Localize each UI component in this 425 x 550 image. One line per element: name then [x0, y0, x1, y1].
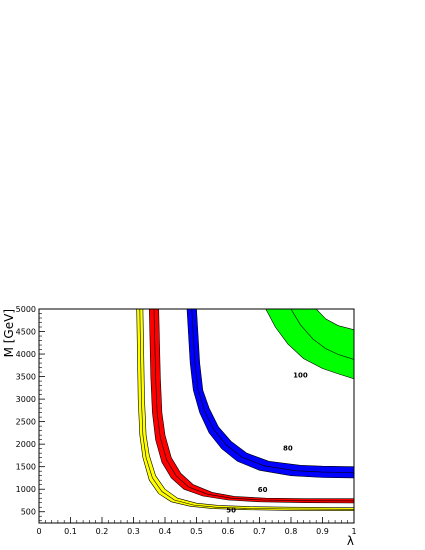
- y-tick-label: 3000: [16, 395, 36, 404]
- y-tick-label: 5000: [16, 305, 36, 314]
- x-tick-label: 0: [36, 527, 41, 536]
- x-tick-label: 0.7: [253, 527, 266, 536]
- axes: 0 0.1 0.2 0.3 0.4 0.5 0.6 0.7 0.8 0.9 150010001500…: [16, 305, 357, 536]
- curve-label-100: 100: [293, 371, 308, 379]
- x-tick-label: 1: [351, 527, 356, 536]
- x-tick-label: 0.5: [190, 527, 203, 536]
- band-center-line-50: [139, 309, 354, 510]
- band-upper-edge-60: [158, 309, 354, 500]
- band-lower-edge-100: [265, 309, 354, 380]
- y-tick-label: 500: [21, 508, 36, 517]
- x-tick-label: 0.9: [316, 527, 329, 536]
- y-axis-title: M [GeV]: [2, 309, 16, 357]
- x-tick-label: 0.8: [285, 527, 298, 536]
- band-upper-edge-100: [315, 309, 354, 331]
- y-tick-label: 1000: [16, 485, 36, 494]
- curve-label-60: 60: [258, 486, 268, 494]
- y-tick-label: 3500: [16, 373, 36, 382]
- band-center-line-80: [191, 309, 354, 473]
- band-80: [186, 309, 354, 479]
- band-center-line-60: [153, 309, 354, 502]
- band-lower-edge-50: [136, 309, 354, 511]
- band-100: [265, 309, 354, 380]
- band-fill-100: [265, 309, 354, 379]
- y-tick-label: 4500: [16, 328, 36, 337]
- x-axis-title: λ: [347, 534, 354, 548]
- band-fill-50: [136, 309, 354, 511]
- x-tick-label: 0.3: [127, 527, 140, 536]
- y-tick-label: 2500: [16, 418, 36, 427]
- band-center-line-100: [290, 309, 354, 360]
- contour-bands: [136, 309, 354, 511]
- band-60: [149, 309, 354, 504]
- x-tick-label: 0.1: [64, 527, 77, 536]
- band-50: [136, 309, 354, 511]
- y-tick-label: 2000: [16, 440, 36, 449]
- y-tick-label: 4000: [16, 350, 36, 359]
- band-lower-edge-60: [149, 309, 354, 504]
- x-tick-label: 0.2: [96, 527, 109, 536]
- band-lower-edge-80: [186, 309, 354, 479]
- band-upper-edge-50: [142, 309, 354, 509]
- curve-label-50: 50: [226, 507, 236, 515]
- band-upper-edge-80: [196, 309, 354, 468]
- x-tick-label: 0.6: [222, 527, 235, 536]
- curve-labels: 50 60 80 100: [226, 371, 308, 514]
- curve-label-80: 80: [283, 444, 293, 452]
- y-tick-label: 1500: [16, 463, 36, 472]
- x-tick-label: 0.4: [159, 527, 172, 536]
